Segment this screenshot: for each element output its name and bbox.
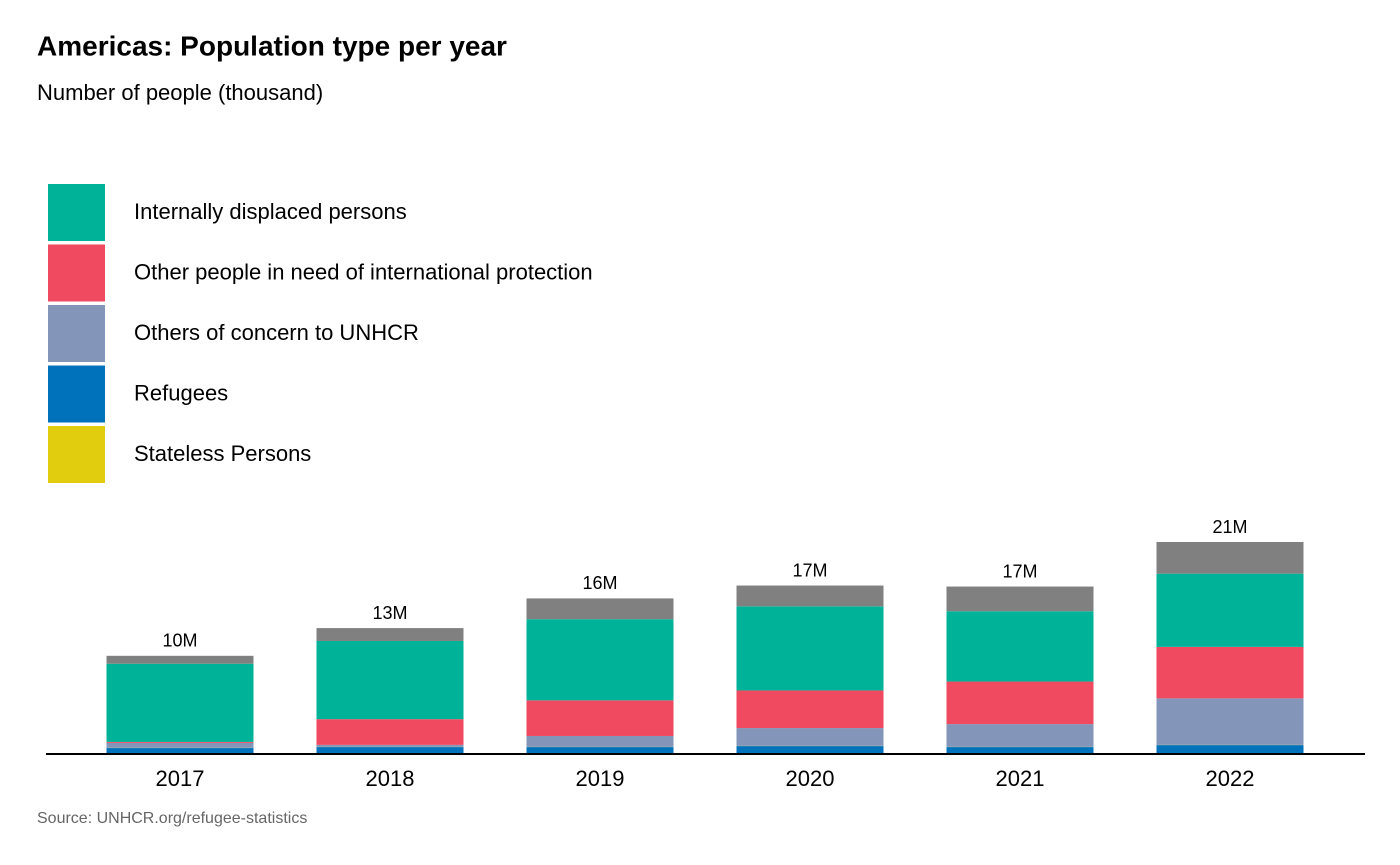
legend-label: Others of concern to UNHCR [134, 320, 419, 345]
bar-segment [946, 611, 1094, 682]
x-tick-label: 2020 [786, 766, 835, 791]
x-tick-label: 2019 [576, 766, 625, 791]
bar-segment [316, 744, 464, 747]
legend-swatch [48, 184, 105, 241]
bar-segment [736, 585, 884, 607]
total-label: 17M [1002, 561, 1037, 581]
legend-swatch [48, 305, 105, 362]
legend-swatch [48, 426, 105, 483]
total-label: 17M [792, 560, 827, 580]
bar-segment [946, 586, 1094, 612]
source: Source: UNHCR.org/refugee-statistics [37, 810, 307, 827]
total-label: 21M [1212, 517, 1247, 537]
chart-subtitle: Number of people (thousand) [37, 80, 323, 105]
bar-segment [526, 598, 674, 620]
x-tick-label: 2022 [1206, 766, 1255, 791]
bar-segment [106, 741, 254, 743]
bar-segment [526, 700, 674, 736]
bar-segment [1156, 573, 1304, 647]
bar-segment [106, 655, 254, 664]
bar-segment [946, 724, 1094, 747]
total-label: 13M [372, 603, 407, 623]
bar-segment [526, 619, 674, 701]
bar-segment [736, 690, 884, 729]
bar-segment [106, 748, 254, 753]
legend-label: Other people in need of international pr… [134, 259, 593, 284]
bar-segment [736, 746, 884, 753]
bar-segment [106, 663, 254, 742]
bar-segment [946, 681, 1094, 725]
total-label: 10M [162, 631, 197, 651]
x-tick-label: 2018 [366, 766, 415, 791]
bar-segment [1156, 745, 1304, 753]
bar-segment [106, 742, 254, 748]
bar-segment [1156, 646, 1304, 699]
x-tick-label: 2021 [996, 766, 1045, 791]
bar-segment [316, 747, 464, 753]
bar-segment [736, 728, 884, 746]
total-label: 16M [582, 573, 617, 593]
legend-label: Stateless Persons [134, 441, 311, 466]
bar-segment [316, 628, 464, 641]
bar-segment [316, 640, 464, 720]
chart-title: Americas: Population type per year [37, 30, 507, 61]
x-tick-label: 2017 [156, 766, 205, 791]
legend-swatch [48, 365, 105, 423]
bar-segment [526, 735, 674, 747]
bar-segment [316, 719, 464, 745]
bar-segment [736, 606, 884, 691]
legend-swatch [48, 244, 105, 302]
legend-label: Internally displaced persons [134, 199, 407, 224]
bar-segment [1156, 542, 1304, 574]
bar-segment [1156, 698, 1304, 745]
bar-segment [526, 747, 674, 753]
legend-label: Refugees [134, 380, 228, 405]
bar-segment [946, 747, 1094, 753]
